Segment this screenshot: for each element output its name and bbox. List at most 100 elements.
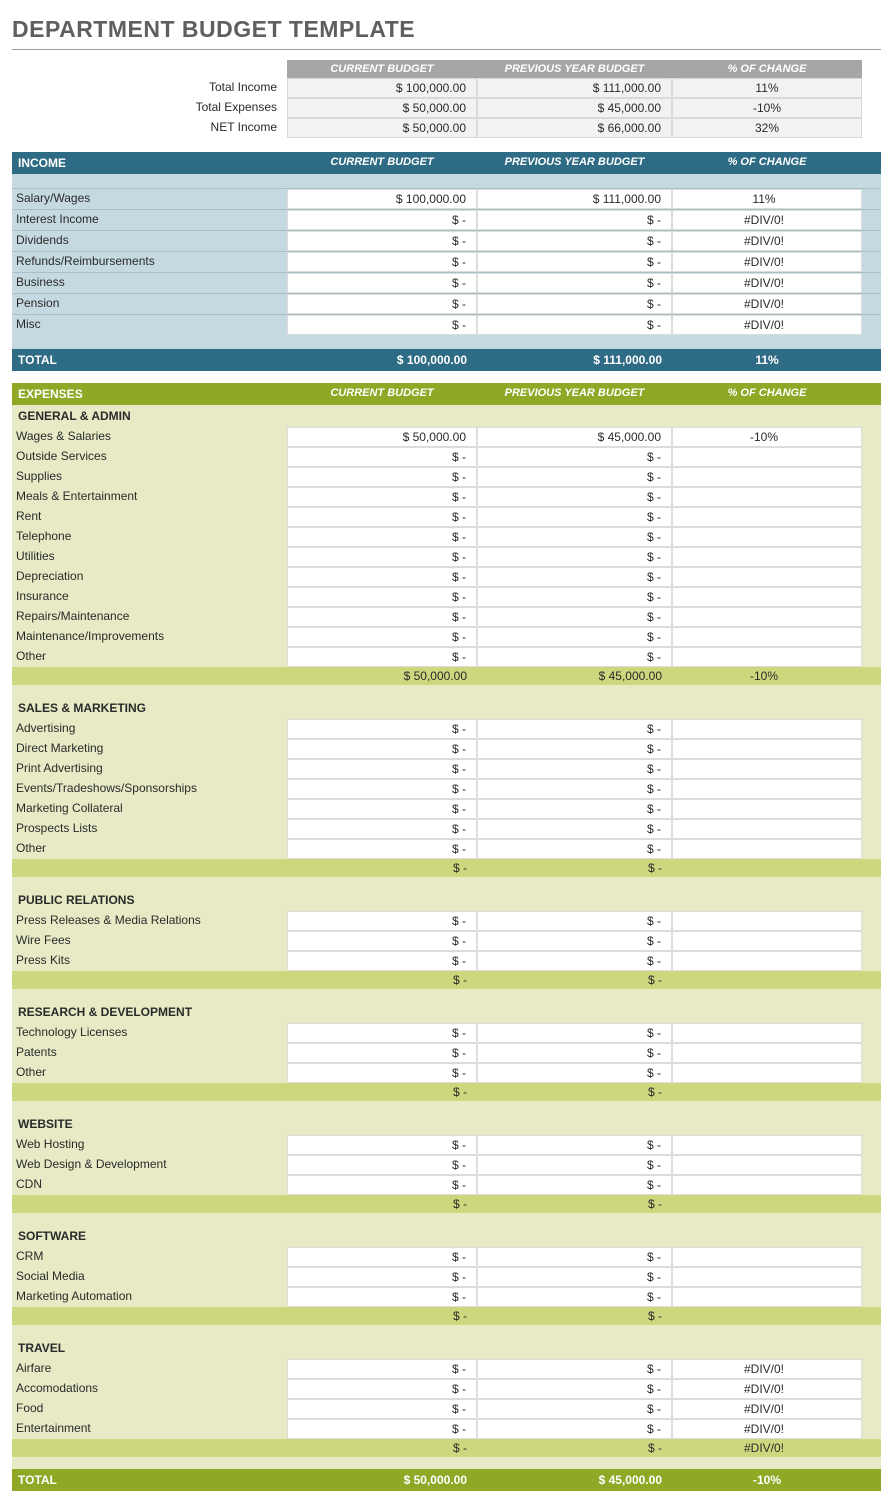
- summary-cell-previous[interactable]: $ 45,000.00: [477, 98, 672, 118]
- expense-cell-previous[interactable]: $ -: [477, 647, 672, 667]
- income-cell-previous[interactable]: $ -: [477, 231, 672, 251]
- expense-cell-previous[interactable]: $ -: [477, 627, 672, 647]
- expense-cell-current[interactable]: $ -: [287, 567, 477, 587]
- expense-cell-previous[interactable]: $ -: [477, 719, 672, 739]
- expense-cell-change[interactable]: #DIV/0!: [672, 1359, 862, 1379]
- expense-cell-previous[interactable]: $ -: [477, 759, 672, 779]
- expense-cell-change[interactable]: [672, 911, 862, 931]
- expense-cell-change[interactable]: [672, 759, 862, 779]
- expense-cell-previous[interactable]: $ -: [477, 839, 672, 859]
- expense-cell-current[interactable]: $ -: [287, 1155, 477, 1175]
- expense-cell-change[interactable]: [672, 1155, 862, 1175]
- expense-cell-previous[interactable]: $ -: [477, 911, 672, 931]
- expense-cell-current[interactable]: $ -: [287, 1175, 477, 1195]
- expense-cell-previous[interactable]: $ -: [477, 1135, 672, 1155]
- expense-cell-current[interactable]: $ -: [287, 547, 477, 567]
- expense-cell-current[interactable]: $ -: [287, 1287, 477, 1307]
- expense-cell-current[interactable]: $ -: [287, 447, 477, 467]
- income-cell-change[interactable]: #DIV/0!: [672, 210, 862, 230]
- income-cell-current[interactable]: $ -: [287, 273, 477, 293]
- expense-cell-current[interactable]: $ -: [287, 1359, 477, 1379]
- expense-cell-current[interactable]: $ -: [287, 819, 477, 839]
- summary-cell-change[interactable]: 32%: [672, 118, 862, 138]
- expense-cell-change[interactable]: #DIV/0!: [672, 1379, 862, 1399]
- expense-cell-change[interactable]: [672, 951, 862, 971]
- expense-cell-change[interactable]: #DIV/0!: [672, 1419, 862, 1439]
- expense-cell-previous[interactable]: $ -: [477, 819, 672, 839]
- income-cell-previous[interactable]: $ -: [477, 252, 672, 272]
- income-cell-previous[interactable]: $ -: [477, 273, 672, 293]
- expense-cell-current[interactable]: $ -: [287, 1023, 477, 1043]
- expense-cell-previous[interactable]: $ -: [477, 487, 672, 507]
- income-cell-change[interactable]: #DIV/0!: [672, 252, 862, 272]
- expense-cell-previous[interactable]: $ -: [477, 547, 672, 567]
- expense-cell-change[interactable]: [672, 1135, 862, 1155]
- expense-cell-change[interactable]: [672, 507, 862, 527]
- expense-cell-previous[interactable]: $ -: [477, 607, 672, 627]
- expense-cell-change[interactable]: [672, 587, 862, 607]
- income-cell-change[interactable]: #DIV/0!: [672, 315, 862, 335]
- expense-cell-current[interactable]: $ -: [287, 1399, 477, 1419]
- expense-cell-previous[interactable]: $ -: [477, 1287, 672, 1307]
- income-cell-previous[interactable]: $ -: [477, 294, 672, 314]
- expense-cell-previous[interactable]: $ -: [477, 1247, 672, 1267]
- expense-cell-change[interactable]: [672, 567, 862, 587]
- expense-cell-change[interactable]: #DIV/0!: [672, 1399, 862, 1419]
- expense-cell-previous[interactable]: $ -: [477, 507, 672, 527]
- expense-cell-current[interactable]: $ -: [287, 607, 477, 627]
- income-cell-previous[interactable]: $ 111,000.00: [477, 189, 672, 209]
- expense-cell-current[interactable]: $ -: [287, 1135, 477, 1155]
- expense-cell-current[interactable]: $ -: [287, 1379, 477, 1399]
- expense-cell-current[interactable]: $ -: [287, 739, 477, 759]
- expense-cell-change[interactable]: [672, 487, 862, 507]
- expense-cell-change[interactable]: [672, 1267, 862, 1287]
- expense-cell-previous[interactable]: $ -: [477, 527, 672, 547]
- expense-cell-previous[interactable]: $ -: [477, 1399, 672, 1419]
- expense-cell-current[interactable]: $ -: [287, 627, 477, 647]
- income-cell-current[interactable]: $ -: [287, 252, 477, 272]
- expense-cell-previous[interactable]: $ -: [477, 931, 672, 951]
- expense-cell-current[interactable]: $ -: [287, 1043, 477, 1063]
- summary-cell-change[interactable]: 11%: [672, 78, 862, 98]
- expense-cell-current[interactable]: $ -: [287, 931, 477, 951]
- income-cell-current[interactable]: $ -: [287, 231, 477, 251]
- income-cell-previous[interactable]: $ -: [477, 315, 672, 335]
- expense-cell-previous[interactable]: $ -: [477, 1359, 672, 1379]
- income-cell-current[interactable]: $ -: [287, 210, 477, 230]
- expense-cell-change[interactable]: [672, 779, 862, 799]
- expense-cell-current[interactable]: $ -: [287, 1419, 477, 1439]
- expense-cell-current[interactable]: $ -: [287, 799, 477, 819]
- expense-cell-previous[interactable]: $ -: [477, 951, 672, 971]
- expense-cell-change[interactable]: [672, 799, 862, 819]
- expense-cell-change[interactable]: [672, 467, 862, 487]
- expense-cell-previous[interactable]: $ -: [477, 1379, 672, 1399]
- expense-cell-change[interactable]: [672, 627, 862, 647]
- expense-cell-current[interactable]: $ 50,000.00: [287, 427, 477, 447]
- expense-cell-current[interactable]: $ -: [287, 1247, 477, 1267]
- expense-cell-current[interactable]: $ -: [287, 839, 477, 859]
- expense-cell-previous[interactable]: $ -: [477, 1419, 672, 1439]
- expense-cell-change[interactable]: [672, 719, 862, 739]
- summary-cell-change[interactable]: -10%: [672, 98, 862, 118]
- expense-cell-previous[interactable]: $ -: [477, 1175, 672, 1195]
- expense-cell-change[interactable]: -10%: [672, 427, 862, 447]
- expense-cell-current[interactable]: $ -: [287, 911, 477, 931]
- expense-cell-previous[interactable]: $ -: [477, 467, 672, 487]
- income-cell-current[interactable]: $ -: [287, 294, 477, 314]
- expense-cell-change[interactable]: [672, 527, 862, 547]
- income-cell-change[interactable]: #DIV/0!: [672, 231, 862, 251]
- expense-cell-current[interactable]: $ -: [287, 587, 477, 607]
- expense-cell-current[interactable]: $ -: [287, 759, 477, 779]
- expense-cell-change[interactable]: [672, 1063, 862, 1083]
- expense-cell-current[interactable]: $ -: [287, 467, 477, 487]
- expense-cell-current[interactable]: $ -: [287, 507, 477, 527]
- expense-cell-change[interactable]: [672, 819, 862, 839]
- expense-cell-previous[interactable]: $ -: [477, 1043, 672, 1063]
- summary-cell-previous[interactable]: $ 66,000.00: [477, 118, 672, 138]
- expense-cell-previous[interactable]: $ 45,000.00: [477, 427, 672, 447]
- expense-cell-change[interactable]: [672, 647, 862, 667]
- expense-cell-current[interactable]: $ -: [287, 1267, 477, 1287]
- expense-cell-change[interactable]: [672, 1043, 862, 1063]
- expense-cell-previous[interactable]: $ -: [477, 1063, 672, 1083]
- expense-cell-current[interactable]: $ -: [287, 951, 477, 971]
